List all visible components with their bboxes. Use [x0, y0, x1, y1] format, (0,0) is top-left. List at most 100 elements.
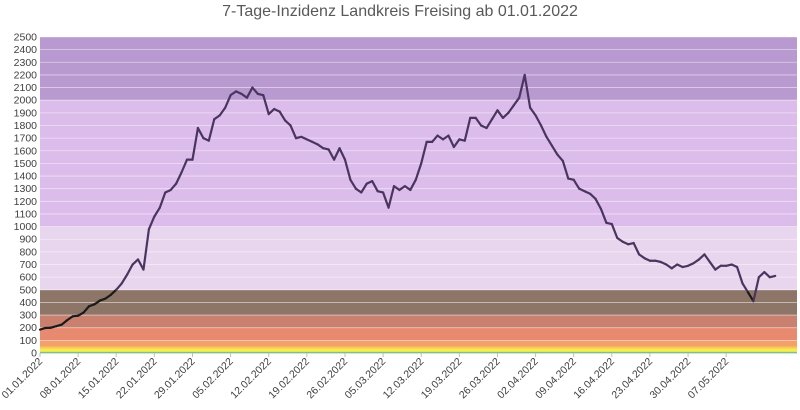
y-tick-label: 2100	[14, 82, 38, 94]
line-segment	[136, 258, 145, 271]
line-segment	[153, 206, 161, 218]
line-segment	[147, 215, 156, 231]
line-segment	[507, 104, 515, 114]
risk-bands	[40, 37, 797, 353]
line-segment	[180, 158, 189, 174]
line-segment	[354, 187, 363, 194]
line-segment	[746, 291, 755, 303]
line-segment	[207, 118, 216, 142]
line-segment	[224, 94, 232, 109]
line-segment	[93, 299, 102, 306]
line-segment	[637, 253, 646, 260]
line-segment	[82, 305, 91, 314]
line-segment	[561, 159, 570, 180]
line-segment	[463, 116, 472, 142]
line-segment	[616, 236, 624, 243]
line-segment	[126, 263, 134, 276]
line-segment	[283, 119, 292, 127]
y-tick-label: 400	[19, 297, 37, 309]
line-segment	[409, 178, 417, 192]
y-tick-label: 500	[19, 284, 37, 296]
y-tick-label: 700	[19, 259, 37, 271]
line-segment	[523, 73, 532, 109]
line-segment	[697, 253, 706, 261]
y-tick-label: 2300	[14, 57, 38, 69]
line-segment	[327, 148, 336, 161]
y-tick-label: 800	[19, 246, 37, 258]
line-segment	[665, 263, 673, 270]
line-segment	[262, 94, 270, 116]
line-segment	[267, 107, 276, 116]
line-segment	[382, 191, 390, 209]
line-segment	[338, 147, 347, 161]
line-segment	[556, 153, 564, 162]
line-segment	[496, 109, 505, 119]
line-segment	[414, 162, 423, 181]
y-tick-label: 1100	[14, 208, 37, 220]
y-tick-label: 1300	[14, 183, 38, 195]
line-segment	[60, 319, 69, 326]
line-segment	[175, 171, 183, 185]
band-10-35	[40, 348, 797, 352]
y-tick-label: 2200	[14, 69, 38, 81]
line-segment	[245, 86, 254, 99]
band-35-50	[40, 346, 797, 349]
line-segment	[763, 271, 771, 279]
line-segment	[131, 258, 140, 266]
line-segment	[452, 138, 461, 149]
line-segment	[768, 274, 777, 279]
line-segment	[588, 192, 597, 200]
y-tick-label: 1600	[14, 145, 38, 157]
line-segment	[447, 134, 455, 149]
line-segment	[371, 179, 379, 193]
line-segment	[218, 106, 227, 117]
line-segment	[158, 191, 167, 209]
line-segment	[610, 222, 619, 240]
line-segment	[343, 158, 352, 181]
line-segment	[474, 116, 483, 127]
band-100-200	[40, 327, 797, 341]
y-tick-label: 1800	[14, 120, 38, 132]
line-segment	[703, 253, 711, 264]
line-segment	[387, 185, 396, 209]
line-segment	[169, 182, 178, 192]
line-segment	[431, 134, 439, 144]
y-tick-label: 300	[19, 310, 37, 322]
line-segment	[398, 185, 406, 192]
line-segment	[316, 143, 325, 150]
line-segment	[670, 263, 679, 270]
y-tick-label: 1000	[14, 221, 38, 233]
line-segment	[436, 134, 445, 141]
chart-title: 7-Tage-Inzidenz Landkreis Freising ab 01…	[222, 3, 578, 20]
y-tick-label: 1200	[14, 196, 38, 208]
y-tick-label: 2000	[14, 95, 38, 107]
y-tick-label: 900	[19, 234, 37, 246]
line-segment	[714, 264, 722, 271]
line-segment	[104, 293, 112, 300]
band-200-300	[40, 315, 797, 328]
line-segment	[512, 96, 521, 107]
y-tick-label: 1900	[14, 107, 38, 119]
y-tick-label: 100	[19, 335, 37, 347]
line-segment	[485, 118, 494, 130]
y-tick-label: 0	[31, 348, 37, 360]
line-segment	[752, 276, 760, 303]
line-segment	[518, 73, 526, 99]
line-segment	[115, 282, 123, 291]
y-tick-label: 2500	[14, 32, 38, 44]
line-segment	[420, 140, 428, 165]
line-segment	[349, 178, 357, 190]
line-segment	[109, 288, 118, 296]
line-segment	[534, 114, 543, 127]
line-segment	[572, 178, 581, 190]
incidence-series	[38, 73, 777, 331]
line-segment	[196, 126, 205, 140]
gridlines	[40, 36, 797, 354]
band-2000-2500	[40, 37, 797, 101]
line-segment	[539, 124, 548, 138]
line-segment	[251, 86, 259, 95]
line-segment	[229, 90, 238, 97]
line-segment	[66, 315, 74, 322]
y-tick-label: 600	[19, 272, 37, 284]
